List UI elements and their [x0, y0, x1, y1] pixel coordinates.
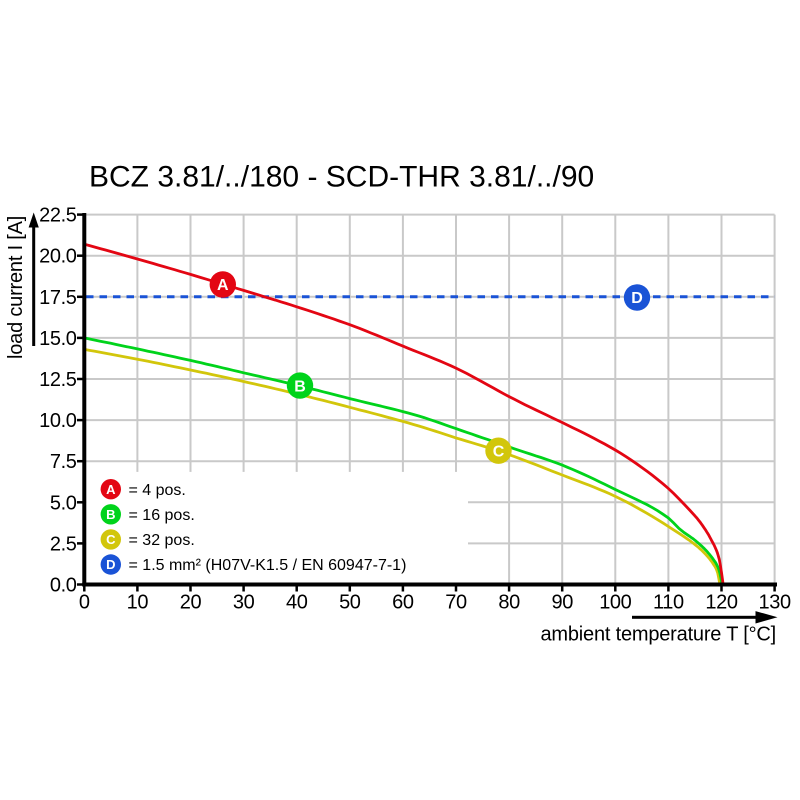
svg-text:B: B	[294, 378, 306, 395]
svg-text:70: 70	[445, 592, 467, 614]
svg-text:120: 120	[705, 592, 737, 614]
svg-text:20: 20	[180, 592, 202, 614]
svg-text:2.5: 2.5	[50, 533, 77, 555]
svg-text:A: A	[106, 482, 116, 497]
svg-text:10: 10	[127, 592, 149, 614]
svg-text:90: 90	[551, 592, 573, 614]
svg-text:110: 110	[653, 592, 684, 614]
svg-text:= 16 pos.: = 16 pos.	[129, 507, 195, 524]
svg-text:5.0: 5.0	[50, 492, 77, 514]
svg-text:80: 80	[498, 592, 520, 614]
svg-text:22.5: 22.5	[39, 205, 77, 227]
svg-text:load current I [A]: load current I [A]	[5, 216, 27, 359]
svg-text:BCZ 3.81/../180 - SCD-THR 3.81: BCZ 3.81/../180 - SCD-THR 3.81/../90	[89, 160, 594, 193]
svg-text:40: 40	[286, 592, 308, 614]
svg-text:= 32 pos.: = 32 pos.	[129, 532, 195, 549]
svg-text:17.5: 17.5	[39, 287, 77, 309]
svg-text:C: C	[493, 443, 505, 460]
svg-text:0: 0	[79, 592, 90, 614]
svg-text:15.0: 15.0	[39, 328, 77, 350]
svg-text:10.0: 10.0	[39, 410, 77, 432]
svg-text:D: D	[106, 557, 115, 572]
svg-text:50: 50	[339, 592, 361, 614]
svg-text:B: B	[106, 507, 115, 522]
svg-text:= 4 pos.: = 4 pos.	[129, 482, 186, 499]
svg-text:A: A	[217, 277, 229, 294]
svg-text:100: 100	[599, 592, 631, 614]
svg-text:= 1.5 mm² (H07V-K1.5 / EN 6094: = 1.5 mm² (H07V-K1.5 / EN 60947-7-1)	[129, 557, 407, 574]
svg-text:0.0: 0.0	[50, 575, 77, 597]
svg-text:130: 130	[759, 592, 791, 614]
svg-text:D: D	[631, 290, 643, 307]
svg-text:ambient temperature T [°C]: ambient temperature T [°C]	[540, 624, 776, 646]
svg-text:7.5: 7.5	[50, 451, 77, 473]
svg-text:12.5: 12.5	[39, 369, 77, 391]
svg-text:C: C	[106, 532, 116, 547]
svg-text:30: 30	[233, 592, 255, 614]
svg-text:60: 60	[392, 592, 414, 614]
svg-text:20.0: 20.0	[39, 246, 77, 268]
